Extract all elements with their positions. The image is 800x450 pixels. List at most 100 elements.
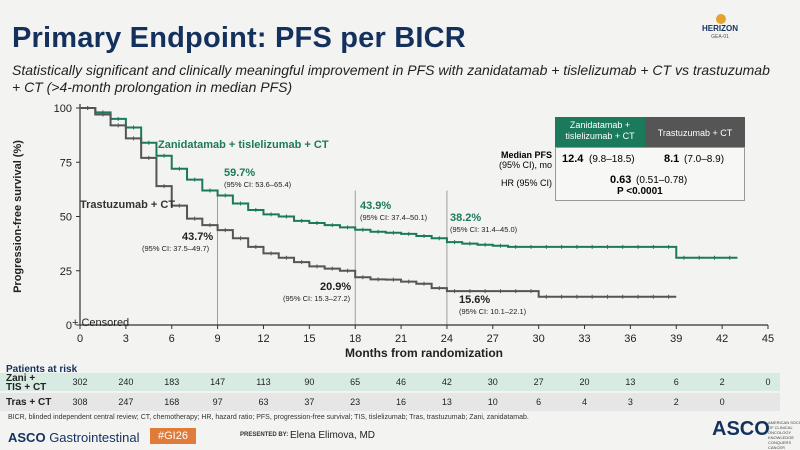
censor-mark-0-31 — [544, 244, 549, 249]
censor-mark-1-3 — [116, 123, 121, 128]
risk-value-0-9: 30 — [487, 377, 498, 387]
x-tick-label-13: 39 — [670, 333, 682, 345]
annotation-ci-4: (95% CI: 31.4–45.0) — [450, 225, 518, 234]
x-tick-label-9: 27 — [487, 333, 499, 345]
annotation-value-1: 43.7% — [182, 231, 213, 243]
censor-mark-1-26 — [467, 289, 472, 294]
risk-value-0-6: 65 — [350, 377, 361, 387]
censor-mark-0-23 — [422, 234, 426, 239]
y-tick-label-0: 0 — [66, 320, 72, 332]
median-pfs-sub: (95% CI), mo — [498, 160, 552, 170]
annotation-ci-2: (95% CI: 37.4–50.1) — [360, 213, 428, 222]
censor-mark-1-39 — [666, 294, 671, 299]
pfs-table-header-b-bg — [645, 117, 745, 147]
censor-mark-0-27 — [483, 242, 488, 247]
censor-mark-0-8 — [192, 177, 197, 182]
slide-title: Primary Endpoint: PFS per BICR — [12, 22, 466, 54]
censor-mark-0-17 — [330, 223, 335, 228]
censor-mark-0-25 — [452, 240, 457, 245]
x-tick-label-11: 33 — [578, 333, 590, 345]
risk-value-0-2: 183 — [164, 377, 180, 387]
series-line-1 — [80, 107, 677, 298]
median-pfs-label: Median PFS — [500, 150, 552, 160]
risk-value-1-9: 10 — [487, 397, 498, 407]
censor-mark-0-39 — [666, 244, 671, 249]
risk-value-1-12: 3 — [627, 397, 633, 407]
median-b-ci: (7.0–8.9) — [684, 154, 725, 165]
risk-value-0-3: 147 — [210, 377, 226, 387]
censor-mark-0-4 — [131, 125, 136, 130]
risk-value-0-4: 113 — [256, 377, 271, 387]
risk-value-1-0: 308 — [72, 397, 88, 407]
annotation-ci-1: (95% CI: 37.5–49.7) — [142, 244, 210, 253]
pfs-table-header-a: Zanidatamab + tislelizumab + CT — [565, 120, 635, 141]
censor-mark-1-18 — [345, 268, 350, 273]
risk-value-0-11: 20 — [579, 377, 590, 387]
censor-mark-0-35 — [605, 244, 610, 249]
censor-mark-1-25 — [452, 289, 457, 294]
censor-mark-1-36 — [620, 294, 625, 299]
censor-mark-1-20 — [376, 277, 381, 282]
x-tick-label-5: 15 — [303, 333, 315, 345]
censor-mark-0-28 — [498, 243, 503, 248]
risk-value-1-11: 4 — [582, 397, 588, 407]
censor-mark-1-15 — [299, 260, 304, 265]
hr-value: 0.63 — [610, 174, 632, 186]
risk-row-label-1: Tras + CT — [6, 397, 52, 408]
risk-value-0-14: 2 — [719, 377, 725, 387]
median-a-value: 12.4 — [562, 153, 584, 165]
risk-value-1-5: 37 — [304, 397, 315, 407]
annotation-ci-5: (95% CI: 10.1–22.1) — [459, 307, 527, 316]
asco-gi-logo-a: ASCO — [8, 430, 46, 445]
censor-mark-1-14 — [284, 255, 289, 260]
x-axis-title: Months from randomization — [345, 346, 503, 360]
censor-mark-0-38 — [651, 244, 656, 249]
censor-mark-0-18 — [345, 225, 350, 230]
risk-value-1-2: 168 — [164, 397, 180, 407]
censor-mark-0-11 — [238, 201, 243, 206]
chart-grid — [217, 190, 448, 325]
footnote: BICR, blinded independent central review… — [8, 414, 529, 421]
risk-value-0-8: 42 — [441, 377, 452, 387]
risk-row-1: Tras + CT 308 247 168 97 63 37 23 16 13 10 6 4 3 2 0 — [0, 393, 780, 411]
censor-mark-0-6 — [162, 153, 167, 158]
annotation-value-3: 20.9% — [320, 281, 351, 293]
risk-value-1-4: 63 — [258, 397, 269, 407]
herizon-logo-text: HERIZON — [702, 24, 738, 33]
risk-value-1-7: 16 — [396, 397, 407, 407]
median-b-value: 8.1 — [664, 153, 680, 165]
annotation-ci-0: (95% CI: 53.6–65.4) — [224, 180, 292, 189]
censor-mark-0-21 — [391, 230, 396, 235]
risk-row-0: Zani + TIS + CT 302 240 183 147 113 90 65 46 42 30… — [0, 373, 780, 393]
censor-mark-0-10 — [223, 193, 228, 198]
censor-mark-1-32 — [559, 294, 564, 299]
annotation-ci-3: (95% CI: 15.3–27.2) — [283, 294, 351, 303]
risk-value-1-1: 247 — [118, 397, 134, 407]
censor-mark-1-12 — [253, 244, 258, 249]
censor-mark-0-16 — [314, 221, 319, 226]
risk-value-0-5: 90 — [304, 377, 315, 387]
x-tick-label-2: 6 — [169, 333, 175, 345]
censor-mark-1-16 — [314, 264, 319, 269]
chart-labels: Zanidatamab + tislelizumab + CT Trastuzum… — [80, 139, 527, 316]
annotation-value-0: 59.7% — [224, 167, 255, 179]
censor-mark-0-29 — [513, 244, 518, 249]
series-line-0 — [80, 107, 738, 259]
x-tick-label-3: 9 — [215, 333, 221, 345]
censor-mark-0-7 — [177, 166, 182, 171]
presenter-name: Elena Elimova, MD — [290, 430, 376, 441]
series-label-0: Zanidatamab + tislelizumab + CT — [158, 139, 329, 151]
pfs-table-body — [555, 147, 745, 201]
x-tick-label-6: 18 — [349, 333, 361, 345]
censor-mark-0-32 — [559, 244, 564, 249]
censor-mark-0-22 — [406, 231, 411, 236]
asco-tagline: AMERICAN SOCIETY OF CLINICAL ONCOLOGY KN… — [768, 420, 800, 450]
slide-subtitle: Statistically significant and clinically… — [12, 62, 770, 95]
annotation-value-2: 43.9% — [360, 200, 391, 212]
risk-value-1-10: 6 — [536, 397, 542, 407]
x-tick-label-7: 21 — [395, 333, 407, 345]
censor-mark-0-34 — [590, 244, 595, 249]
censor-mark-0-43 — [727, 255, 732, 260]
censor-mark-1-9 — [207, 223, 212, 228]
